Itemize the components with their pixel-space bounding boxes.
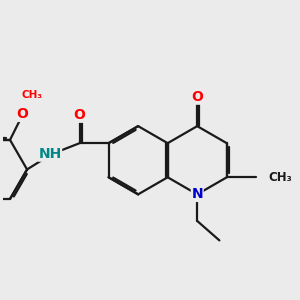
Text: O: O [191, 90, 203, 104]
Text: NH: NH [38, 147, 61, 161]
Text: N: N [191, 187, 203, 201]
Text: CH₃: CH₃ [22, 90, 43, 100]
Text: O: O [16, 107, 28, 121]
Text: O: O [74, 108, 85, 122]
Text: CH₃: CH₃ [269, 171, 292, 184]
